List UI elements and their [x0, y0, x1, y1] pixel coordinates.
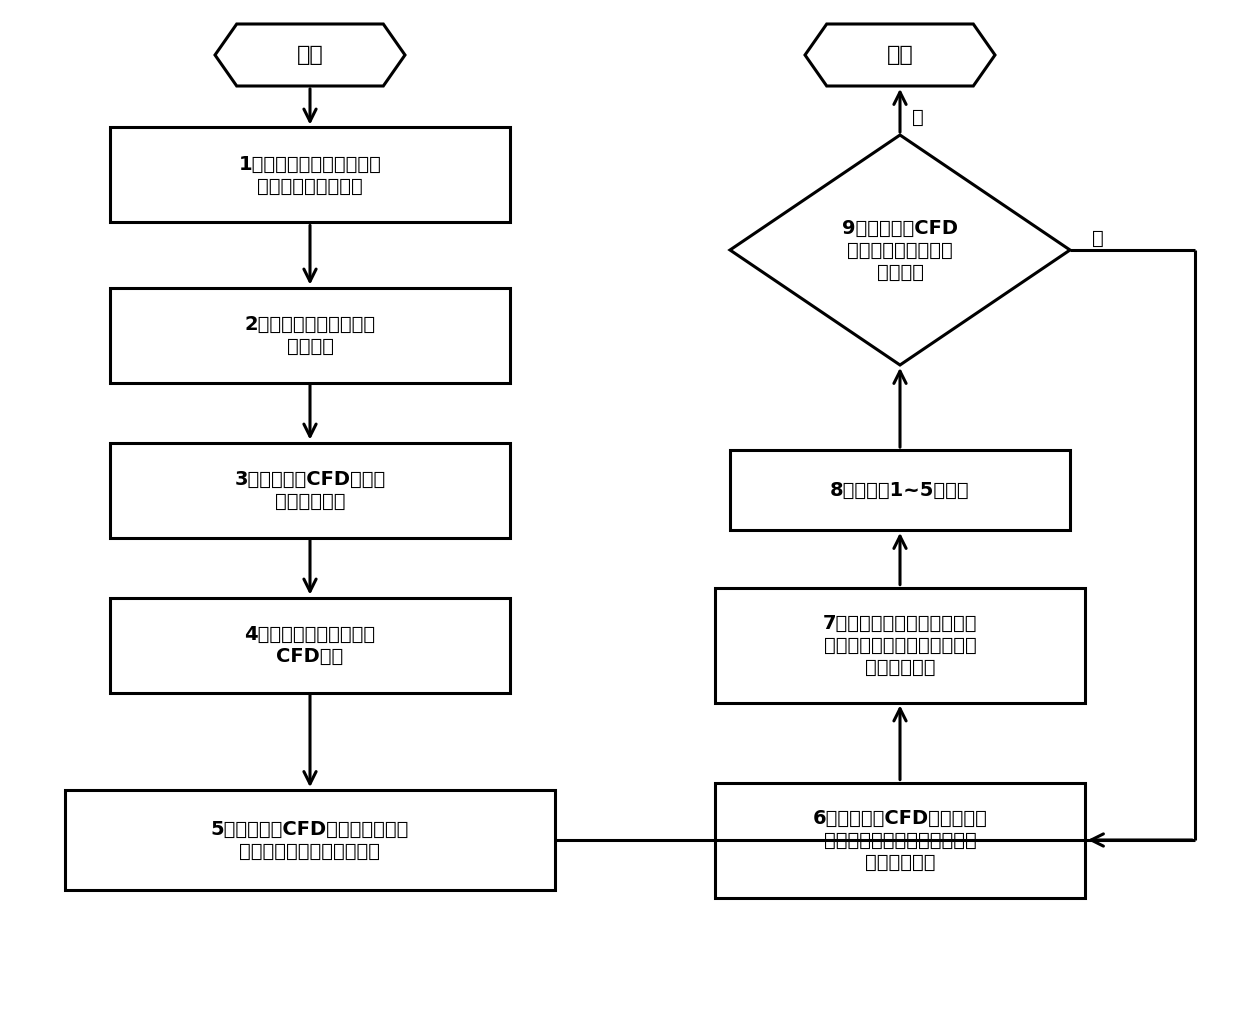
Text: 否: 否 — [1092, 229, 1104, 247]
Text: 5）整理堆芯CFD计算结果，分析
堆芯关键区域热工水力状态: 5）整理堆芯CFD计算结果，分析 堆芯关键区域热工水力状态 — [211, 820, 409, 861]
Text: 2）确定堆芯关键区域及
区域范围: 2）确定堆芯关键区域及 区域范围 — [244, 314, 376, 355]
Bar — [110, 442, 510, 537]
Text: 7）更新子通道程序在堆芯关
键区域的热工水力计算模型与
守恒方程源项: 7）更新子通道程序在堆芯关 键区域的热工水力计算模型与 守恒方程源项 — [823, 614, 977, 677]
Text: 6）整理堆芯CFD计算结果，
优化子通道程序的计算模型与
守恒方程源项: 6）整理堆芯CFD计算结果， 优化子通道程序的计算模型与 守恒方程源项 — [812, 809, 987, 872]
Text: 是: 是 — [913, 107, 924, 127]
Polygon shape — [730, 135, 1070, 364]
Text: 结束: 结束 — [887, 45, 914, 65]
Text: 1）通过子通道分析程序开
展堆芯热工水力计算: 1）通过子通道分析程序开 展堆芯热工水力计算 — [238, 154, 382, 195]
Text: 3）确定堆芯CFD分析区
域的边界条件: 3）确定堆芯CFD分析区 域的边界条件 — [234, 470, 386, 510]
Bar — [64, 790, 556, 890]
Bar — [730, 450, 1070, 530]
Bar — [110, 597, 510, 692]
Polygon shape — [805, 25, 994, 86]
Bar — [110, 288, 510, 383]
Polygon shape — [215, 25, 405, 86]
Text: 9）相邻两次CFD
计算中重要热工参数
是否收敛: 9）相邻两次CFD 计算中重要热工参数 是否收敛 — [842, 218, 959, 282]
Text: 开始: 开始 — [296, 45, 324, 65]
Text: 4）开展堆芯关键区域的
CFD计算: 4）开展堆芯关键区域的 CFD计算 — [244, 625, 376, 666]
Bar — [715, 782, 1085, 897]
Bar — [715, 587, 1085, 702]
Bar — [110, 128, 510, 223]
Text: 8）重复第1~5步工作: 8）重复第1~5步工作 — [831, 481, 970, 499]
